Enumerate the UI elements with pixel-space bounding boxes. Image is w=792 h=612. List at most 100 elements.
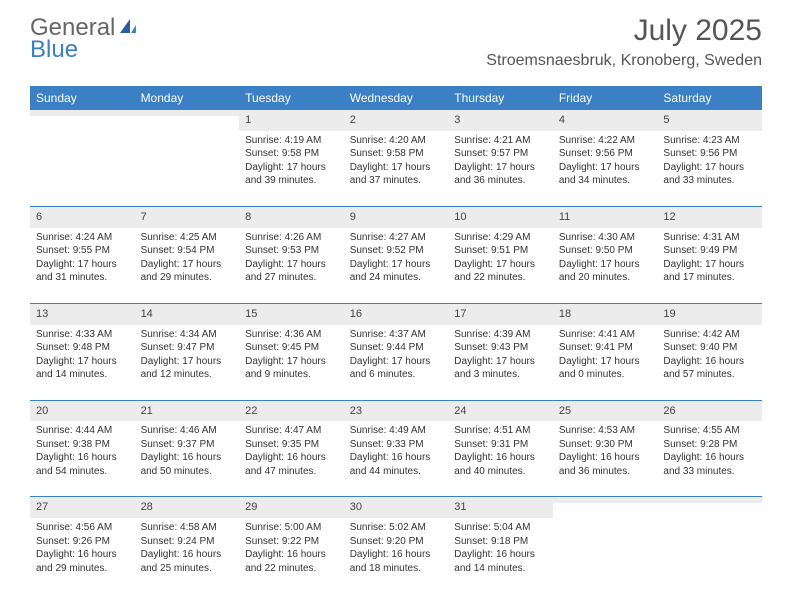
cell-body: Sunrise: 4:55 AMSunset: 9:28 PMDaylight:… [657,421,762,484]
cell-line: Daylight: 17 hours and 3 minutes. [454,355,547,382]
cell-line: Sunset: 9:44 PM [350,341,443,355]
cell-line: Sunrise: 4:23 AM [663,134,756,148]
calendar-cell: 16Sunrise: 4:37 AMSunset: 9:44 PMDayligh… [344,304,449,388]
cell-date: 16 [344,304,449,325]
cell-line: Daylight: 17 hours and 14 minutes. [36,355,129,382]
logo-sail-icon [118,14,138,42]
cell-date: 27 [30,497,135,518]
cell-line: Sunset: 9:30 PM [559,438,652,452]
cell-body: Sunrise: 4:30 AMSunset: 9:50 PMDaylight:… [553,228,658,291]
cell-body: Sunrise: 5:04 AMSunset: 9:18 PMDaylight:… [448,518,553,581]
cell-line: Sunset: 9:58 PM [245,147,338,161]
cell-date: 10 [448,207,553,228]
cell-line: Daylight: 17 hours and 22 minutes. [454,258,547,285]
calendar-cell [553,497,658,581]
cell-line: Sunset: 9:52 PM [350,244,443,258]
weekday-header: Sunday Monday Tuesday Wednesday Thursday… [30,86,762,110]
cell-body: Sunrise: 4:29 AMSunset: 9:51 PMDaylight:… [448,228,553,291]
cell-date: 23 [344,401,449,422]
cell-line: Daylight: 17 hours and 31 minutes. [36,258,129,285]
cell-line: Daylight: 17 hours and 37 minutes. [350,161,443,188]
calendar-cell: 5Sunrise: 4:23 AMSunset: 9:56 PMDaylight… [657,110,762,194]
calendar-cell: 8Sunrise: 4:26 AMSunset: 9:53 PMDaylight… [239,207,344,291]
calendar-cell: 6Sunrise: 4:24 AMSunset: 9:55 PMDaylight… [30,207,135,291]
calendar-cell [657,497,762,581]
cell-body: Sunrise: 4:53 AMSunset: 9:30 PMDaylight:… [553,421,658,484]
calendar-cell: 2Sunrise: 4:20 AMSunset: 9:58 PMDaylight… [344,110,449,194]
cell-line: Sunset: 9:54 PM [141,244,234,258]
cell-date: 15 [239,304,344,325]
cell-body: Sunrise: 4:25 AMSunset: 9:54 PMDaylight:… [135,228,240,291]
cell-body [30,116,135,125]
cell-body: Sunrise: 4:42 AMSunset: 9:40 PMDaylight:… [657,325,762,388]
cell-line: Daylight: 17 hours and 27 minutes. [245,258,338,285]
cell-line: Daylight: 16 hours and 36 minutes. [559,451,652,478]
cell-line: Daylight: 17 hours and 36 minutes. [454,161,547,188]
cell-body: Sunrise: 5:00 AMSunset: 9:22 PMDaylight:… [239,518,344,581]
cell-line: Sunrise: 5:00 AM [245,521,338,535]
cell-line: Daylight: 17 hours and 33 minutes. [663,161,756,188]
cell-body: Sunrise: 4:23 AMSunset: 9:56 PMDaylight:… [657,131,762,194]
cell-line: Sunset: 9:22 PM [245,535,338,549]
cell-line: Daylight: 16 hours and 44 minutes. [350,451,443,478]
calendar-cell: 29Sunrise: 5:00 AMSunset: 9:22 PMDayligh… [239,497,344,581]
cell-date: 28 [135,497,240,518]
cell-line: Sunrise: 4:44 AM [36,424,129,438]
weekday-friday: Friday [553,86,658,110]
cell-line: Daylight: 16 hours and 50 minutes. [141,451,234,478]
cell-line: Daylight: 17 hours and 17 minutes. [663,258,756,285]
cell-body [657,503,762,512]
cell-date: 6 [30,207,135,228]
cell-line: Daylight: 16 hours and 47 minutes. [245,451,338,478]
cell-body: Sunrise: 4:47 AMSunset: 9:35 PMDaylight:… [239,421,344,484]
calendar-cell: 23Sunrise: 4:49 AMSunset: 9:33 PMDayligh… [344,401,449,485]
cell-date: 7 [135,207,240,228]
cell-line: Sunset: 9:56 PM [559,147,652,161]
cell-body [553,503,658,512]
cell-date: 30 [344,497,449,518]
cell-line: Sunset: 9:56 PM [663,147,756,161]
weekday-saturday: Saturday [657,86,762,110]
cell-date: 8 [239,207,344,228]
cell-body: Sunrise: 4:21 AMSunset: 9:57 PMDaylight:… [448,131,553,194]
cell-body: Sunrise: 5:02 AMSunset: 9:20 PMDaylight:… [344,518,449,581]
calendar-cell [30,110,135,194]
cell-date: 26 [657,401,762,422]
calendar-cell: 19Sunrise: 4:42 AMSunset: 9:40 PMDayligh… [657,304,762,388]
cell-line: Sunrise: 4:58 AM [141,521,234,535]
cell-line: Daylight: 17 hours and 12 minutes. [141,355,234,382]
title-block: July 2025 Stroemsnaesbruk, Kronoberg, Sw… [486,14,762,70]
cell-line: Daylight: 16 hours and 54 minutes. [36,451,129,478]
weekday-tuesday: Tuesday [239,86,344,110]
calendar-week: 20Sunrise: 4:44 AMSunset: 9:38 PMDayligh… [30,400,762,485]
cell-line: Sunrise: 4:24 AM [36,231,129,245]
cell-line: Sunrise: 4:21 AM [454,134,547,148]
cell-line: Sunrise: 4:46 AM [141,424,234,438]
cell-line: Sunrise: 4:55 AM [663,424,756,438]
cell-line: Sunset: 9:24 PM [141,535,234,549]
cell-line: Sunset: 9:37 PM [141,438,234,452]
calendar-cell: 7Sunrise: 4:25 AMSunset: 9:54 PMDaylight… [135,207,240,291]
cell-line: Sunset: 9:35 PM [245,438,338,452]
weekday-sunday: Sunday [30,86,135,110]
cell-line: Sunset: 9:57 PM [454,147,547,161]
cell-body: Sunrise: 4:39 AMSunset: 9:43 PMDaylight:… [448,325,553,388]
cell-line: Sunset: 9:38 PM [36,438,129,452]
weekday-thursday: Thursday [448,86,553,110]
cell-body: Sunrise: 4:27 AMSunset: 9:52 PMDaylight:… [344,228,449,291]
cell-line: Sunrise: 4:31 AM [663,231,756,245]
cell-line: Sunset: 9:50 PM [559,244,652,258]
cell-date: 24 [448,401,553,422]
cell-date: 11 [553,207,658,228]
cell-body: Sunrise: 4:20 AMSunset: 9:58 PMDaylight:… [344,131,449,194]
cell-date: 14 [135,304,240,325]
calendar-cell: 24Sunrise: 4:51 AMSunset: 9:31 PMDayligh… [448,401,553,485]
cell-date: 29 [239,497,344,518]
cell-date: 13 [30,304,135,325]
calendar-cell: 13Sunrise: 4:33 AMSunset: 9:48 PMDayligh… [30,304,135,388]
cell-line: Sunset: 9:45 PM [245,341,338,355]
calendar-cell: 14Sunrise: 4:34 AMSunset: 9:47 PMDayligh… [135,304,240,388]
calendar-cell: 30Sunrise: 5:02 AMSunset: 9:20 PMDayligh… [344,497,449,581]
calendar-cell: 26Sunrise: 4:55 AMSunset: 9:28 PMDayligh… [657,401,762,485]
location-label: Stroemsnaesbruk, Kronoberg, Sweden [486,52,762,70]
